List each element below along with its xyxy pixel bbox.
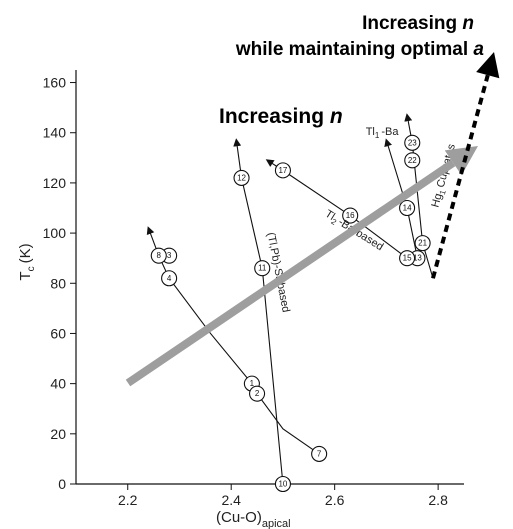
data-point-marker	[161, 270, 178, 287]
data-point-label: 8	[157, 251, 162, 260]
y-axis-label: Tc(K)	[17, 243, 37, 280]
y-tick-label: 60	[50, 325, 66, 341]
optimal-a-dotted-arrow-head	[476, 52, 500, 79]
data-point: 17	[274, 162, 291, 179]
data-point-marker	[150, 247, 167, 264]
data-point-label: 17	[278, 166, 287, 175]
data-point: 14	[399, 199, 416, 217]
data-point-label: 23	[408, 138, 417, 147]
data-point: 10	[274, 475, 291, 493]
series-curve	[233, 138, 284, 485]
data-point-marker	[342, 207, 359, 224]
top-annotation-line2: while maintaining optimal a	[235, 39, 485, 60]
data-point-marker	[249, 385, 266, 402]
data-point-marker	[399, 199, 416, 217]
data-point-label: 12	[237, 173, 246, 182]
data-point-label: 13	[413, 254, 422, 263]
data-point-marker	[274, 162, 291, 179]
data-point-label: 4	[167, 274, 172, 283]
y-tick-label: 80	[50, 275, 66, 291]
data-point-label: 3	[167, 251, 172, 260]
y-tick-label: 20	[50, 426, 66, 442]
data-point-marker	[254, 260, 271, 277]
series-curve	[265, 159, 408, 259]
data-point-label: 2	[255, 389, 260, 398]
data-point: 15	[399, 250, 416, 267]
x-tick-label: 2.2	[118, 492, 138, 508]
y-tick-label: 40	[50, 376, 66, 392]
y-tick-label: 100	[43, 225, 67, 241]
data-point: 8	[150, 247, 167, 264]
data-point-label: 7	[317, 449, 322, 458]
y-tick-label: 140	[43, 125, 67, 141]
data-point-marker	[233, 169, 250, 186]
increasing-n-gray-arrow	[125, 159, 456, 387]
data-point: 2	[249, 385, 266, 402]
data-point-label: 22	[408, 156, 417, 165]
y-tick-label: 160	[43, 75, 67, 91]
series-curve	[404, 113, 434, 279]
data-point-marker	[274, 475, 291, 493]
x-axis-label: (Cu-O)apical	[216, 509, 291, 529]
data-point-marker	[311, 445, 328, 462]
data-point: 4	[161, 270, 178, 287]
data-point-label: 21	[418, 239, 427, 248]
data-point-marker	[404, 134, 421, 151]
data-point-label: 11	[258, 264, 267, 273]
data-point-label: 1	[250, 379, 255, 388]
data-point: 7	[311, 445, 328, 462]
y-tick-label: 0	[58, 476, 66, 492]
data-point: 21	[414, 235, 431, 252]
data-point-label: 10	[278, 480, 287, 489]
data-point: 23	[404, 134, 421, 151]
data-point-marker	[399, 250, 416, 267]
data-point-label: 14	[403, 204, 412, 213]
data-point-label: 15	[403, 254, 412, 263]
increasing-n-gray-arrow-head	[444, 146, 478, 176]
data-point-label: 16	[346, 211, 355, 220]
handwritten-series-label: Tl1 -Ba	[366, 126, 400, 140]
data-point-marker	[414, 235, 431, 252]
data-point: 22	[404, 152, 421, 169]
data-point: 11	[254, 260, 271, 277]
top-annotation-line1: Increasing n	[362, 13, 474, 34]
data-point: 12	[233, 169, 250, 186]
x-tick-label: 2.6	[325, 492, 345, 508]
data-point: 16	[342, 207, 359, 224]
x-tick-label: 2.8	[428, 492, 448, 508]
data-point-marker	[404, 152, 421, 169]
x-tick-label: 2.4	[221, 492, 241, 508]
gray-arrow-annotation: Increasing n	[219, 105, 343, 128]
y-tick-label: 120	[43, 175, 67, 191]
